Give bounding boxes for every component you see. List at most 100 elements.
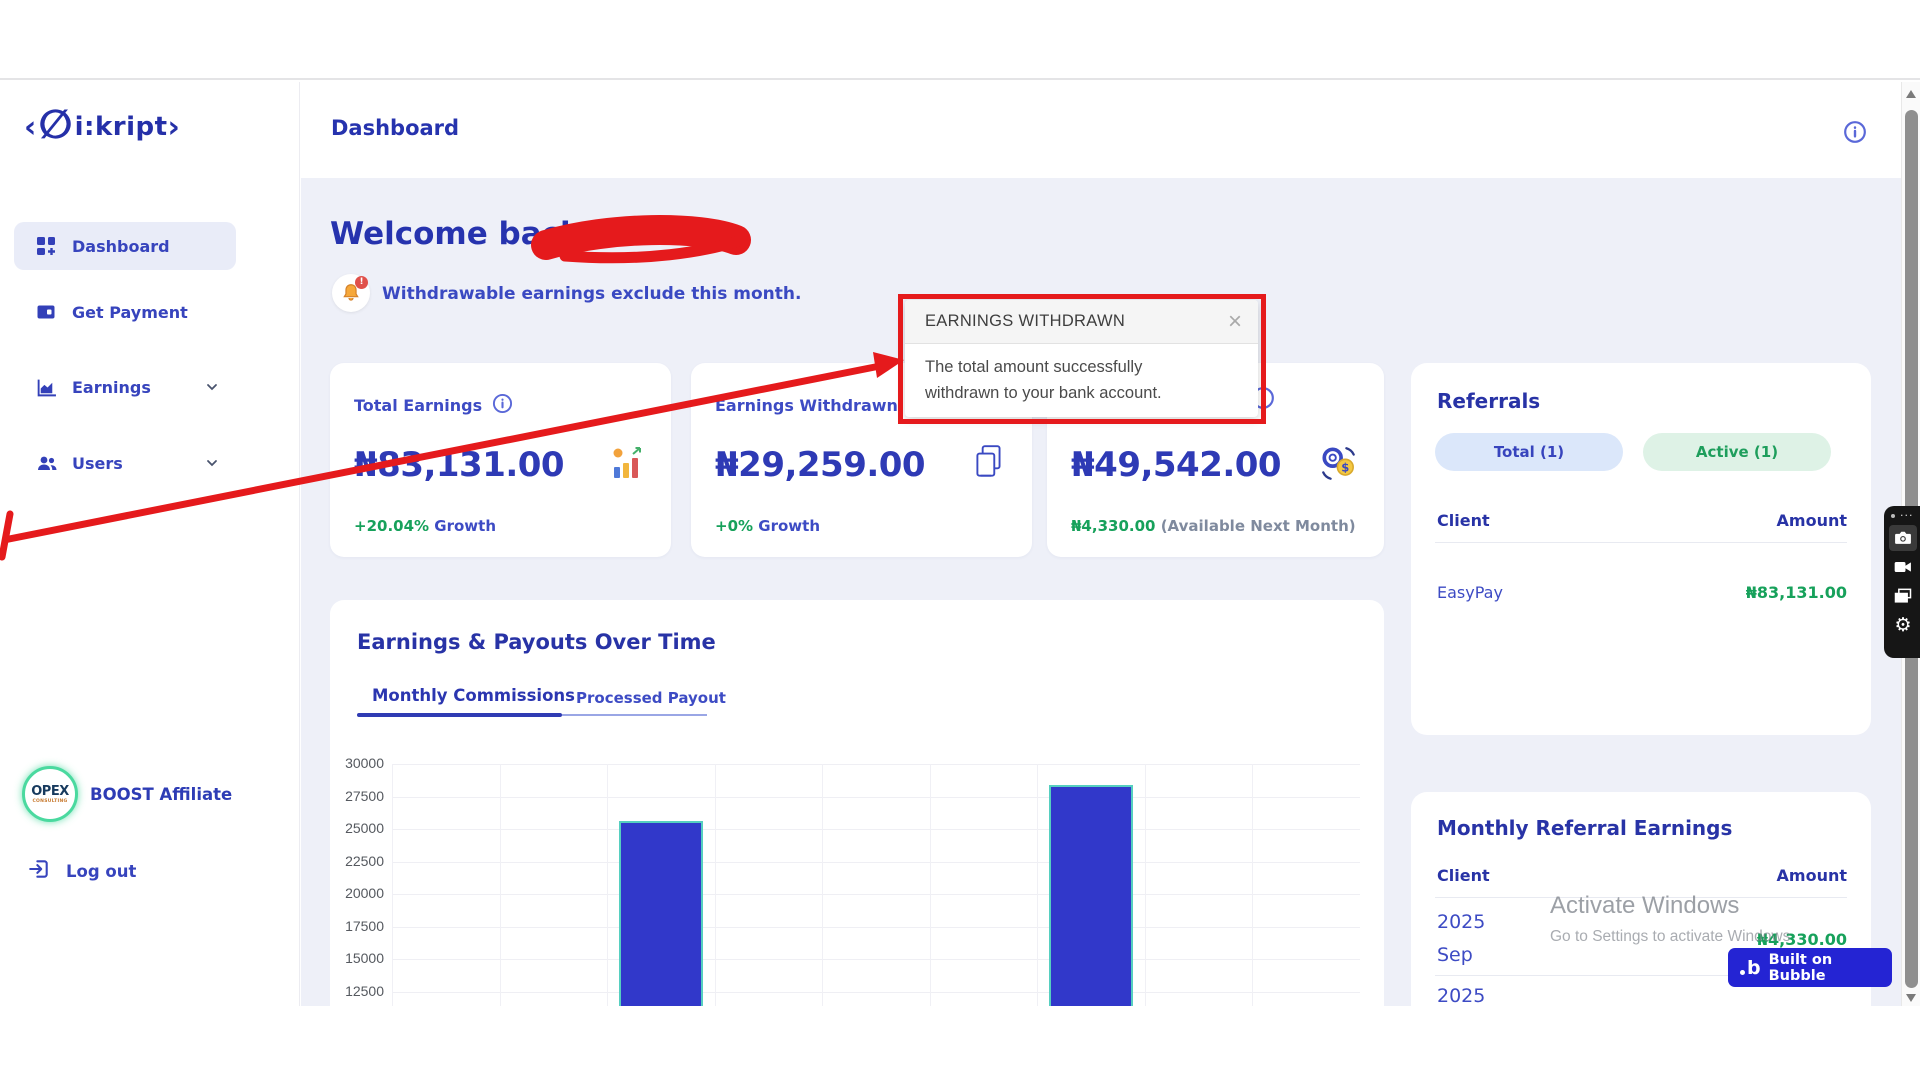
card-title: Total Earnings — [354, 396, 483, 415]
referrals-title: Referrals — [1437, 389, 1541, 413]
referrals-card: Referrals Total (1) Active (1) Client Am… — [1411, 363, 1871, 735]
y-axis-tick-label: 17500 — [345, 917, 384, 934]
recorder-settings-button[interactable]: ⚙ — [1889, 612, 1917, 638]
gridline-horizontal — [392, 829, 1360, 830]
main-header: Dashboard — [301, 82, 1901, 178]
gridline-horizontal — [392, 796, 1360, 798]
gridline-vertical — [1252, 764, 1254, 1056]
svg-text:$: $ — [1341, 460, 1349, 474]
referral-client[interactable]: EasyPay — [1437, 583, 1503, 602]
total-pill[interactable]: Total (1) — [1435, 433, 1623, 471]
tooltip-body: The total amount successfully withdrawn … — [925, 358, 1162, 402]
dashboard-grid-icon — [36, 235, 58, 257]
monthly-row-year: 2025 — [1437, 985, 1486, 1007]
close-icon[interactable]: × — [1227, 307, 1242, 335]
sidebar-item-dashboard[interactable]: Dashboard — [14, 222, 236, 270]
video-camera-icon — [1894, 562, 1911, 572]
bubble-badge-label: Built on Bubble — [1768, 951, 1833, 984]
card-growth: +0% Growth — [715, 517, 821, 535]
logo-close-bracket: › — [167, 109, 180, 145]
chevron-down-icon — [204, 455, 220, 475]
sidebar-item-label: Users — [72, 453, 123, 473]
tab-monthly-commissions[interactable]: Monthly Commissions — [372, 686, 575, 705]
notice-text: Withdrawable earnings exclude this month… — [382, 284, 802, 304]
scroll-down-arrow-icon[interactable] — [1906, 994, 1916, 1002]
opex-logo: OPEX CONSULTING — [22, 766, 78, 822]
gridline-vertical — [714, 764, 716, 1056]
logo-open-bracket: ‹ — [24, 109, 37, 145]
app-logo: ‹ ∅ i:kript › — [24, 102, 180, 152]
payment-card-icon — [36, 301, 58, 323]
active-pill[interactable]: Active (1) — [1643, 433, 1831, 471]
gridline-horizontal — [392, 926, 1360, 928]
capture-window-button[interactable] — [1889, 583, 1917, 609]
inactive-tab-underline — [562, 714, 707, 716]
built-on-bubble-badge[interactable]: b Built on Bubble — [1728, 948, 1892, 987]
page-title: Dashboard — [331, 116, 460, 140]
bubble-logo-icon: b — [1740, 957, 1761, 979]
gridline-horizontal — [392, 959, 1360, 960]
camera-icon — [1895, 531, 1911, 544]
scroll-up-arrow-icon[interactable] — [1906, 90, 1916, 98]
sidebar-item-users[interactable]: Users — [14, 439, 236, 487]
gridline-horizontal — [392, 764, 1360, 765]
chart-title: Earnings & Payouts Over Time — [357, 630, 716, 654]
card-note: ₦4,330.00 (Available Next Month) — [1071, 517, 1356, 535]
logout-button[interactable]: Log out — [28, 858, 136, 884]
card-title: Earnings Withdrawn — [715, 396, 898, 415]
column-header-client: Client — [1437, 866, 1490, 885]
y-axis-tick-label: 25000 — [345, 820, 384, 836]
y-axis-tick-label: 27500 — [345, 787, 384, 804]
affiliate-badge[interactable]: OPEX CONSULTING BOOST Affiliate — [22, 766, 232, 822]
record-video-button[interactable] — [1889, 554, 1917, 580]
sidebar: ‹ ∅ i:kript › Dashboard Get Payment — [0, 82, 300, 1006]
more-options-icon: ··· — [1900, 509, 1914, 522]
column-header-amount: Amount — [1776, 511, 1847, 530]
earnings-withdrawn-tooltip: EARNINGS WITHDRAWN × The total amount su… — [905, 300, 1258, 417]
gridline-vertical — [499, 764, 501, 1056]
tab-processed-payout[interactable]: Processed Payout — [576, 689, 726, 707]
recorder-dot-icon — [1891, 514, 1895, 518]
gridline-vertical — [1144, 764, 1146, 1056]
tooltip-header: EARNINGS WITHDRAWN × — [905, 300, 1258, 344]
gridline-vertical — [607, 764, 609, 1056]
welcome-heading: Welcome back, — [330, 216, 593, 252]
sidebar-item-earnings[interactable]: Earnings — [14, 363, 236, 411]
column-header-client: Client — [1437, 511, 1490, 530]
bottom-band — [0, 1006, 1920, 1080]
sidebar-item-label: Dashboard — [72, 236, 170, 256]
person-bars-icon — [607, 443, 647, 487]
monthly-row-year: 2025 — [1437, 911, 1486, 933]
info-icon[interactable] — [492, 393, 513, 418]
divider — [1435, 975, 1847, 976]
gear-icon: ⚙ — [1894, 614, 1912, 636]
gridline-horizontal — [392, 894, 1360, 895]
gridline-vertical — [929, 764, 931, 1056]
activate-windows-watermark: Activate Windows — [1550, 892, 1740, 919]
active-tab-underline — [357, 713, 562, 717]
y-axis-tick-label: 30000 — [345, 755, 384, 771]
users-icon — [36, 452, 58, 474]
earnings-chart-icon — [36, 376, 58, 398]
gridline-vertical — [1037, 764, 1039, 1056]
sidebar-item-get-payment[interactable]: Get Payment — [14, 288, 236, 336]
screen-recorder-toolbar: ··· ⚙ — [1884, 506, 1920, 658]
card-growth: +20.04% Growth — [354, 517, 497, 535]
info-icon[interactable] — [1843, 120, 1867, 144]
coins-exchange-icon: $ — [1318, 443, 1360, 489]
screenshot-camera-button[interactable] — [1889, 525, 1917, 551]
top-band — [0, 0, 1920, 80]
activate-windows-watermark-sub: Go to Settings to activate Windows — [1550, 928, 1791, 945]
y-axis-tick-label: 15000 — [345, 950, 384, 966]
bell-icon: ! — [332, 274, 370, 312]
logo-text: i:kript — [74, 112, 168, 142]
y-axis-tick-label: 22500 — [345, 852, 384, 869]
referral-amount: ₦83,131.00 — [1745, 583, 1847, 602]
monthly-title: Monthly Referral Earnings — [1437, 816, 1733, 840]
total-earnings-card: Total Earnings ₦83,131.00 +20.04% Growth — [330, 363, 671, 557]
recorder-menu[interactable]: ··· — [1889, 510, 1920, 522]
card-value: ₦29,259.00 — [715, 445, 926, 485]
notification-badge: ! — [355, 276, 368, 289]
gridline-vertical — [822, 764, 824, 1056]
